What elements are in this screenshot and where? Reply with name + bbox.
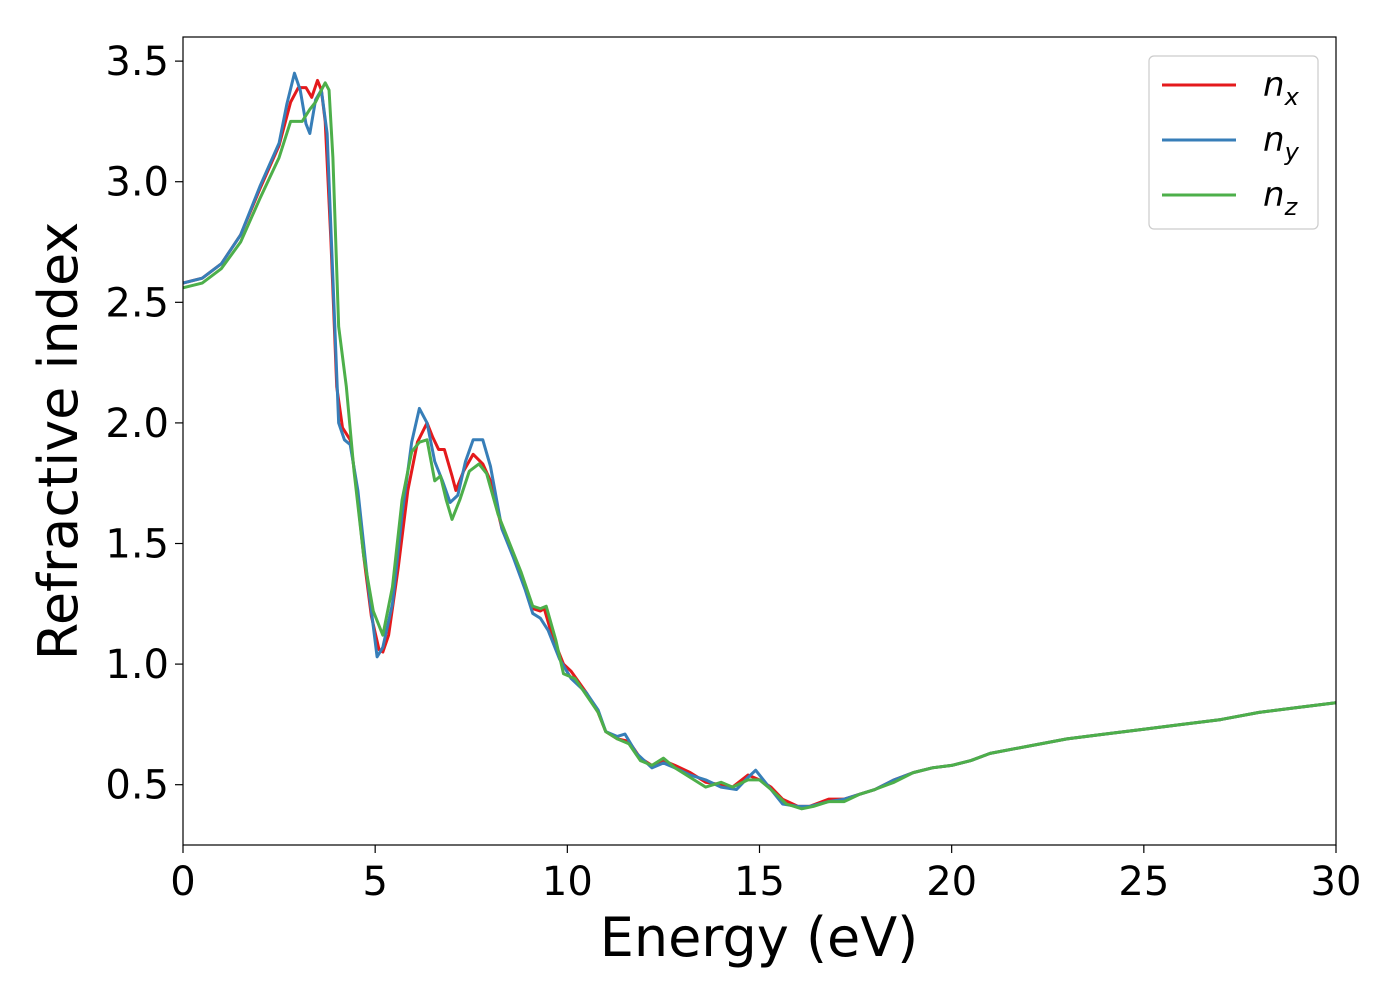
- legend-label-y: ny: [1263, 120, 1300, 166]
- y-tick-label: 3.5: [105, 39, 169, 85]
- y-tick-label: 3.0: [105, 160, 169, 206]
- x-tick-label: 20: [926, 859, 977, 905]
- legend-label-z: nz: [1263, 175, 1299, 221]
- x-tick-label: 0: [170, 859, 195, 905]
- y-tick-label: 2.5: [105, 280, 169, 326]
- plot-layer: [183, 71, 1336, 811]
- y-tick-label: 2.0: [105, 401, 169, 447]
- y-tick-label: 1.5: [105, 522, 169, 568]
- y-tick-label: 1.0: [105, 642, 169, 688]
- x-tick-label: 25: [1118, 859, 1169, 905]
- y-tick-label: 0.5: [105, 763, 169, 809]
- x-tick-label: 30: [1311, 859, 1362, 905]
- x-tick-label: 15: [734, 859, 785, 905]
- x-tick-label: 10: [542, 859, 593, 905]
- y-axis-label: Refractive index: [27, 222, 90, 661]
- x-axis-label: Energy (eV): [600, 906, 919, 969]
- axes-layer: 0 5 10 15 20 25 30 0.5 1.0 1.5 2.0 2.5 3.0 3.5: [105, 36, 1362, 905]
- legend: nx ny nz: [1148, 55, 1319, 230]
- legend-box: [1148, 55, 1319, 230]
- legend-label-x: nx: [1263, 65, 1300, 111]
- x-tick-label: 5: [362, 859, 387, 905]
- series-line-z: [183, 81, 1336, 811]
